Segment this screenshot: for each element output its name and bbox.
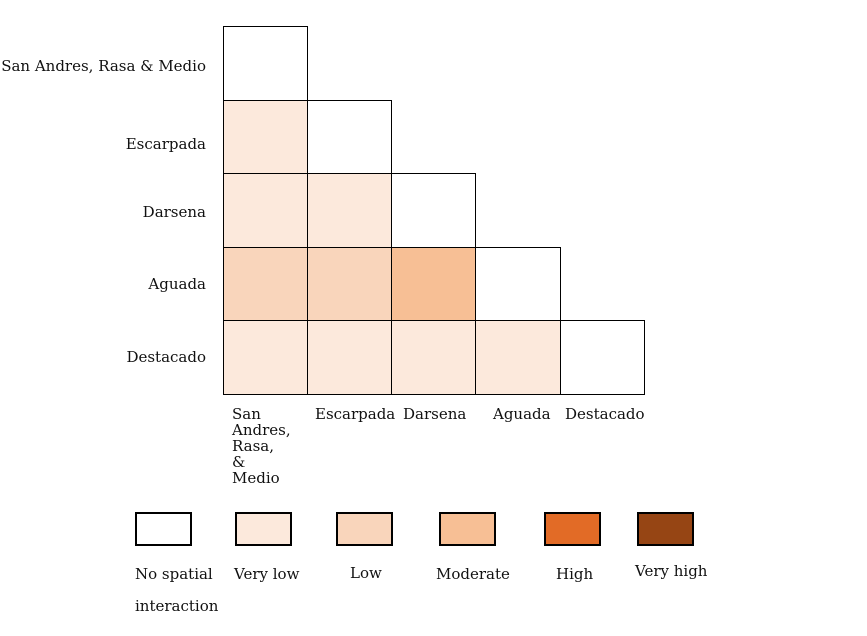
heatmap-cell (307, 247, 392, 321)
column-label: San Andres, Rasa, & Medio (232, 405, 291, 487)
row-label: Destacado (126, 348, 206, 366)
row-label: Escarpada (125, 135, 206, 153)
heatmap-cell (391, 320, 476, 395)
row-label: Darsena (142, 203, 206, 221)
heatmap-cell (223, 100, 308, 174)
heatmap-cell (223, 173, 308, 248)
column-label: Escarpada (315, 405, 396, 423)
column-label: Aguada (493, 405, 551, 423)
legend-label: Very low (234, 565, 300, 583)
legend-label: High (556, 565, 594, 583)
heatmap-cell (475, 320, 561, 395)
heatmap-cell (391, 173, 476, 248)
legend-swatch (235, 512, 292, 546)
legend-swatch (439, 512, 496, 546)
heatmap-cell (223, 26, 308, 101)
legend-label: No spatial interaction (135, 565, 219, 615)
legend-swatch (135, 512, 192, 546)
heatmap-cell (560, 320, 645, 395)
legend-swatch (637, 512, 694, 546)
heatmap-cell (307, 320, 392, 395)
heatmap-cell (223, 247, 308, 321)
heatmap-cell (307, 173, 392, 248)
heatmap-cell (307, 100, 392, 174)
column-label: Darsena (403, 405, 467, 423)
legend-label: Very high (635, 562, 708, 580)
heatmap-cell (391, 247, 476, 321)
row-label: Aguada (148, 275, 206, 293)
legend-swatch (544, 512, 601, 546)
legend-label: Moderate (436, 565, 510, 583)
row-label: San Andres, Rasa & Medio (1, 57, 206, 75)
heatmap-cell (223, 320, 308, 395)
column-label: Destacado (565, 405, 645, 423)
legend-swatch (336, 512, 393, 546)
heatmap-cell (475, 247, 561, 321)
legend-label: Low (350, 564, 382, 582)
